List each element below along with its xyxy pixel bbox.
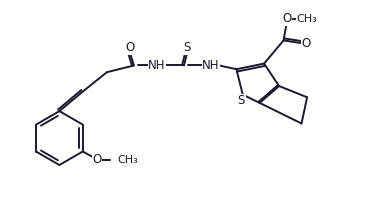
Text: CH₃: CH₃ xyxy=(297,14,317,24)
Text: O: O xyxy=(92,153,101,166)
Text: O: O xyxy=(126,41,135,54)
Text: CH₃: CH₃ xyxy=(118,155,138,165)
Text: O: O xyxy=(282,12,291,25)
Text: S: S xyxy=(183,41,191,54)
Text: NH: NH xyxy=(202,59,220,72)
Text: NH: NH xyxy=(148,59,166,72)
Text: O: O xyxy=(301,37,311,50)
Text: S: S xyxy=(238,94,245,107)
